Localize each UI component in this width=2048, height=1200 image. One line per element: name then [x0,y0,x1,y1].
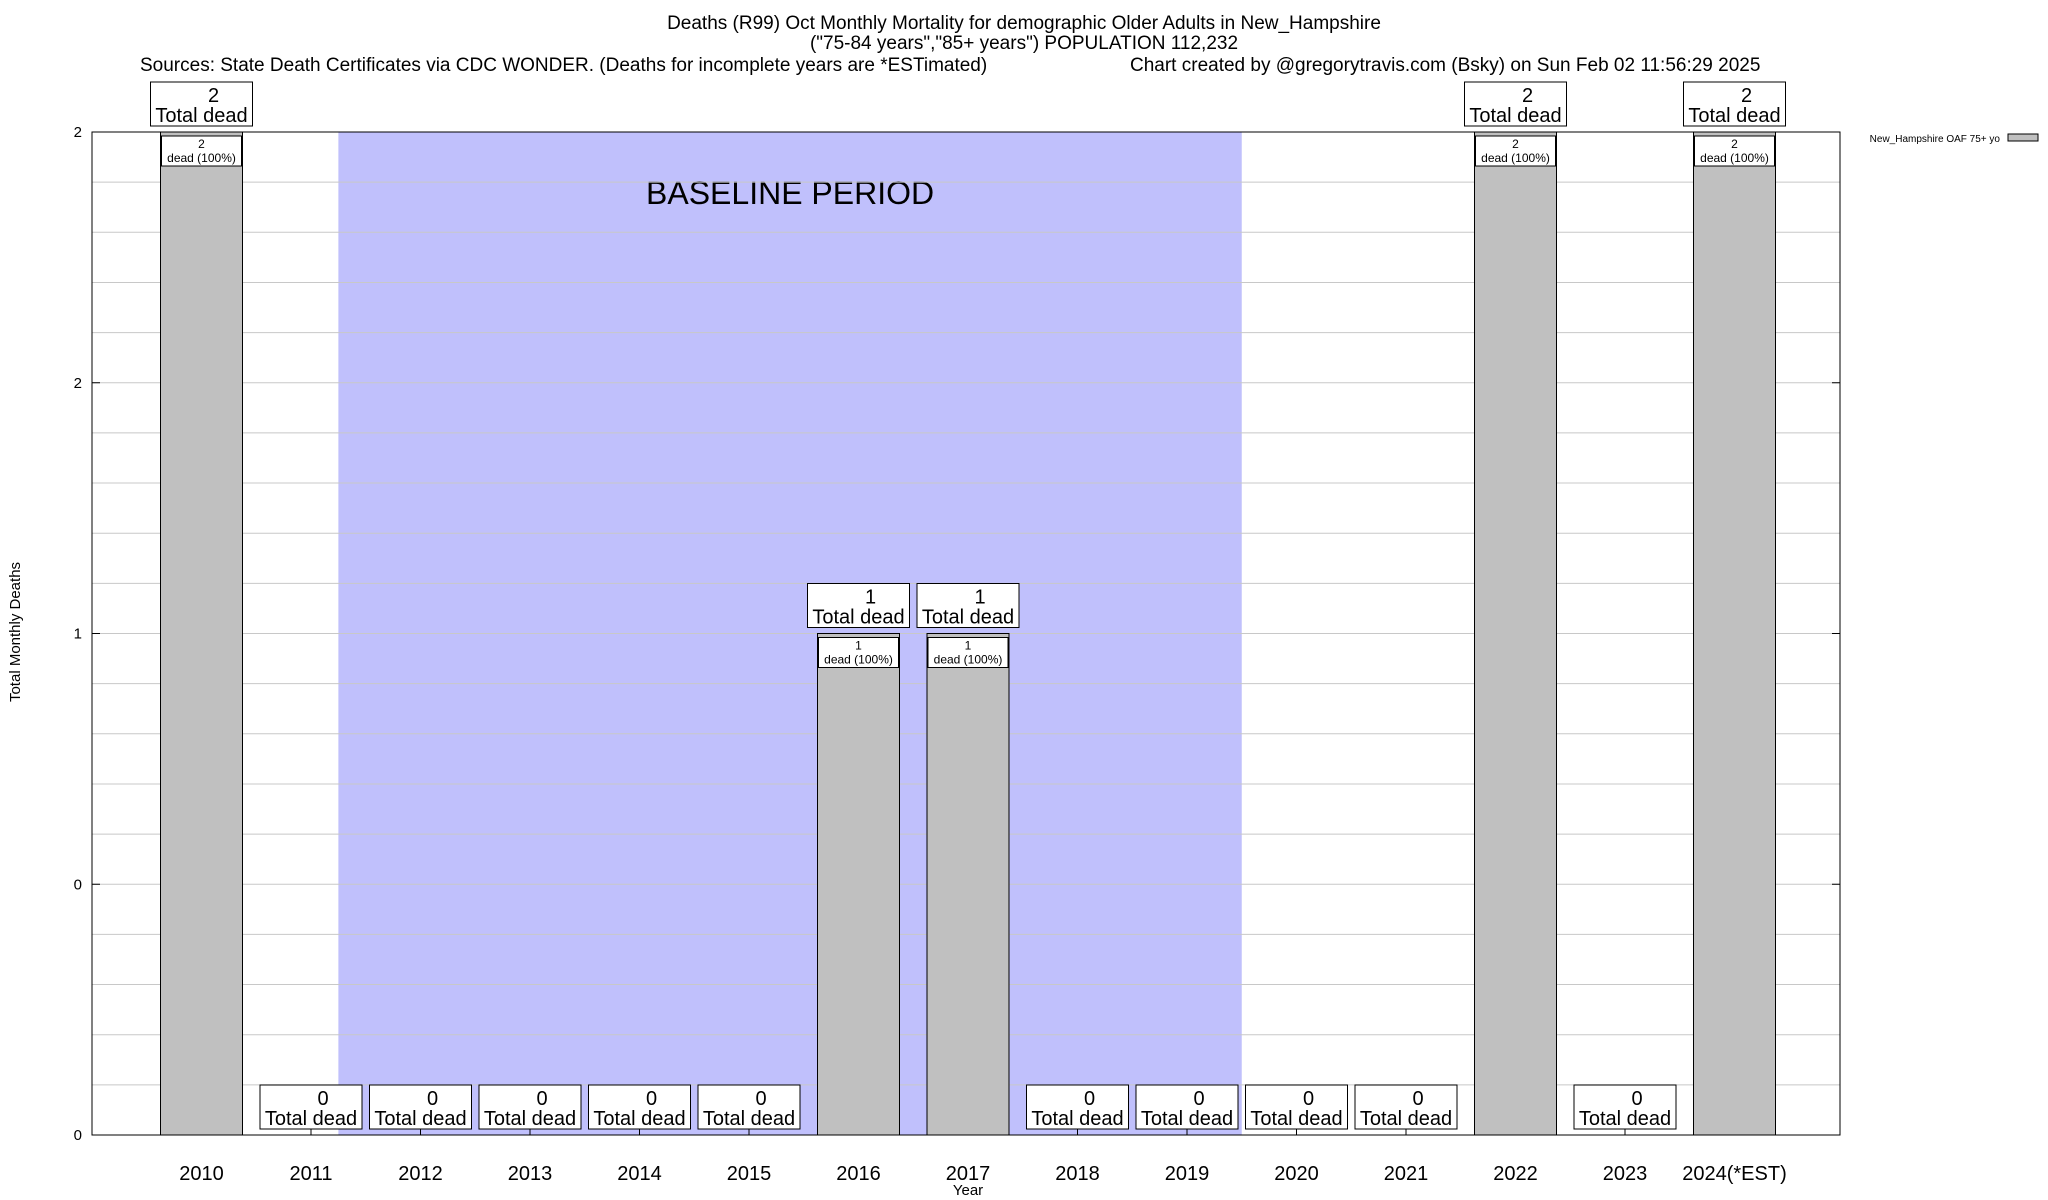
y-tick-label: 0 [74,1127,82,1144]
x-tick-label: 2021 [1384,1163,1429,1185]
legend-swatch [2007,133,2039,142]
bar-percent-label: dead (100%) [1481,151,1550,165]
bar-count-label: 2 [1731,137,1738,151]
x-tick-label: 2013 [508,1163,553,1185]
total-count-label: 0 [536,1088,547,1110]
total-caption-label: Total dead [1031,1108,1123,1130]
total-caption-label: Total dead [1469,105,1561,127]
bar-count-label: 2 [1512,137,1519,151]
bar-count-label: 2 [198,137,205,151]
total-label-box [1026,1084,1129,1130]
bar-label-box [927,637,1009,668]
total-label-box [369,1084,472,1130]
chart-credit: Chart created by @gregorytravis.com (Bsk… [1130,55,1761,76]
bar [1474,131,1557,1136]
total-label-box [697,1084,801,1130]
x-tick-label: 2012 [398,1163,443,1185]
x-tick-label: 2016 [836,1163,881,1185]
total-count-label: 0 [317,1088,328,1110]
total-caption-label: Total dead [265,1108,357,1130]
total-label-box [1245,1084,1348,1130]
total-label-box [478,1084,582,1130]
total-caption-label: Total dead [155,105,247,127]
total-label-box [1354,1084,1458,1130]
bar [1693,131,1776,1136]
total-caption-label: Total dead [1360,1108,1452,1130]
total-count-label: 1 [865,587,876,609]
total-label-box [150,81,253,127]
bar-label-box [161,135,242,167]
x-axis-label: Year [953,1182,983,1199]
bar-count-label: 1 [855,639,862,653]
total-count-label: 0 [646,1088,657,1110]
bar-count-label: 1 [965,639,972,653]
total-caption-label: Total dead [374,1108,466,1130]
x-tick-label: 2019 [1165,1163,1210,1185]
y-axis-label: Total Monthly Deaths [7,562,24,702]
x-tick-label: 2022 [1493,1163,1538,1185]
total-label-box [1683,81,1786,127]
bar-label-box [1694,135,1775,167]
total-label-box [807,583,910,628]
x-tick-label: 2010 [179,1163,224,1185]
total-count-label: 0 [1084,1088,1095,1110]
total-label-box [1135,1084,1239,1130]
y-tick-label: 2 [74,375,82,392]
chart-sources: Sources: State Death Certificates via CD… [140,55,988,76]
y-tick-label: 1 [74,626,82,643]
bar-label-box [818,637,899,668]
plot-frame [91,131,1841,1136]
total-count-label: 2 [208,85,219,107]
x-tick-label: 2017 [946,1163,991,1185]
bar [160,131,243,1136]
x-tick-label: 2011 [289,1163,332,1185]
total-caption-label: Total dead [812,607,904,629]
total-caption-label: Total dead [484,1108,576,1130]
total-count-label: 0 [755,1088,766,1110]
bar-label-box [1475,135,1556,167]
chart-title-block: Deaths (R99) Oct Monthly Mortality for d… [0,14,2048,54]
total-count-label: 0 [427,1088,438,1110]
total-caption-label: Total dead [593,1108,685,1130]
total-caption-label: Total dead [1250,1108,1342,1130]
bar [926,633,1010,1136]
total-count-label: 0 [1412,1088,1423,1110]
y-tick-label: 0 [74,876,82,893]
total-count-label: 0 [1193,1088,1204,1110]
y-tick-label: 2 [74,124,82,141]
bar-percent-label: dead (100%) [167,151,236,165]
total-label-box [1573,1084,1677,1130]
bar [817,633,900,1136]
bar-percent-label: dead (100%) [1700,151,1769,165]
x-tick-label: 2014 [617,1163,662,1185]
chart-title: Deaths (R99) Oct Monthly Mortality for d… [667,13,1381,34]
total-count-label: 1 [974,587,985,609]
total-label-box [588,1084,691,1130]
total-count-label: 0 [1631,1088,1642,1110]
x-tick-label: 2015 [727,1163,772,1185]
total-count-label: 2 [1741,85,1752,107]
total-count-label: 0 [1303,1088,1314,1110]
chart-subtitle: ("75-84 years","85+ years") POPULATION 1… [809,33,1239,54]
x-tick-label: 2023 [1603,1163,1648,1185]
baseline-label: BASELINE PERIOD [646,175,934,211]
x-tick-label: 2024(*EST) [1682,1163,1787,1185]
total-label-box [259,1084,363,1130]
total-caption-label: Total dead [1688,105,1780,127]
total-caption-label: Total dead [1141,1108,1233,1130]
total-caption-label: Total dead [922,607,1014,629]
total-caption-label: Total dead [1579,1108,1671,1130]
total-count-label: 2 [1522,85,1533,107]
total-label-box [1464,81,1567,127]
total-caption-label: Total dead [703,1108,795,1130]
bar-percent-label: dead (100%) [934,653,1003,667]
bar-percent-label: dead (100%) [824,653,893,667]
legend-label: New_Hampshire OAF 75+ yo [1870,134,2001,145]
total-label-box [916,583,1020,628]
x-tick-label: 2020 [1274,1163,1319,1185]
x-tick-label: 2018 [1055,1163,1100,1185]
